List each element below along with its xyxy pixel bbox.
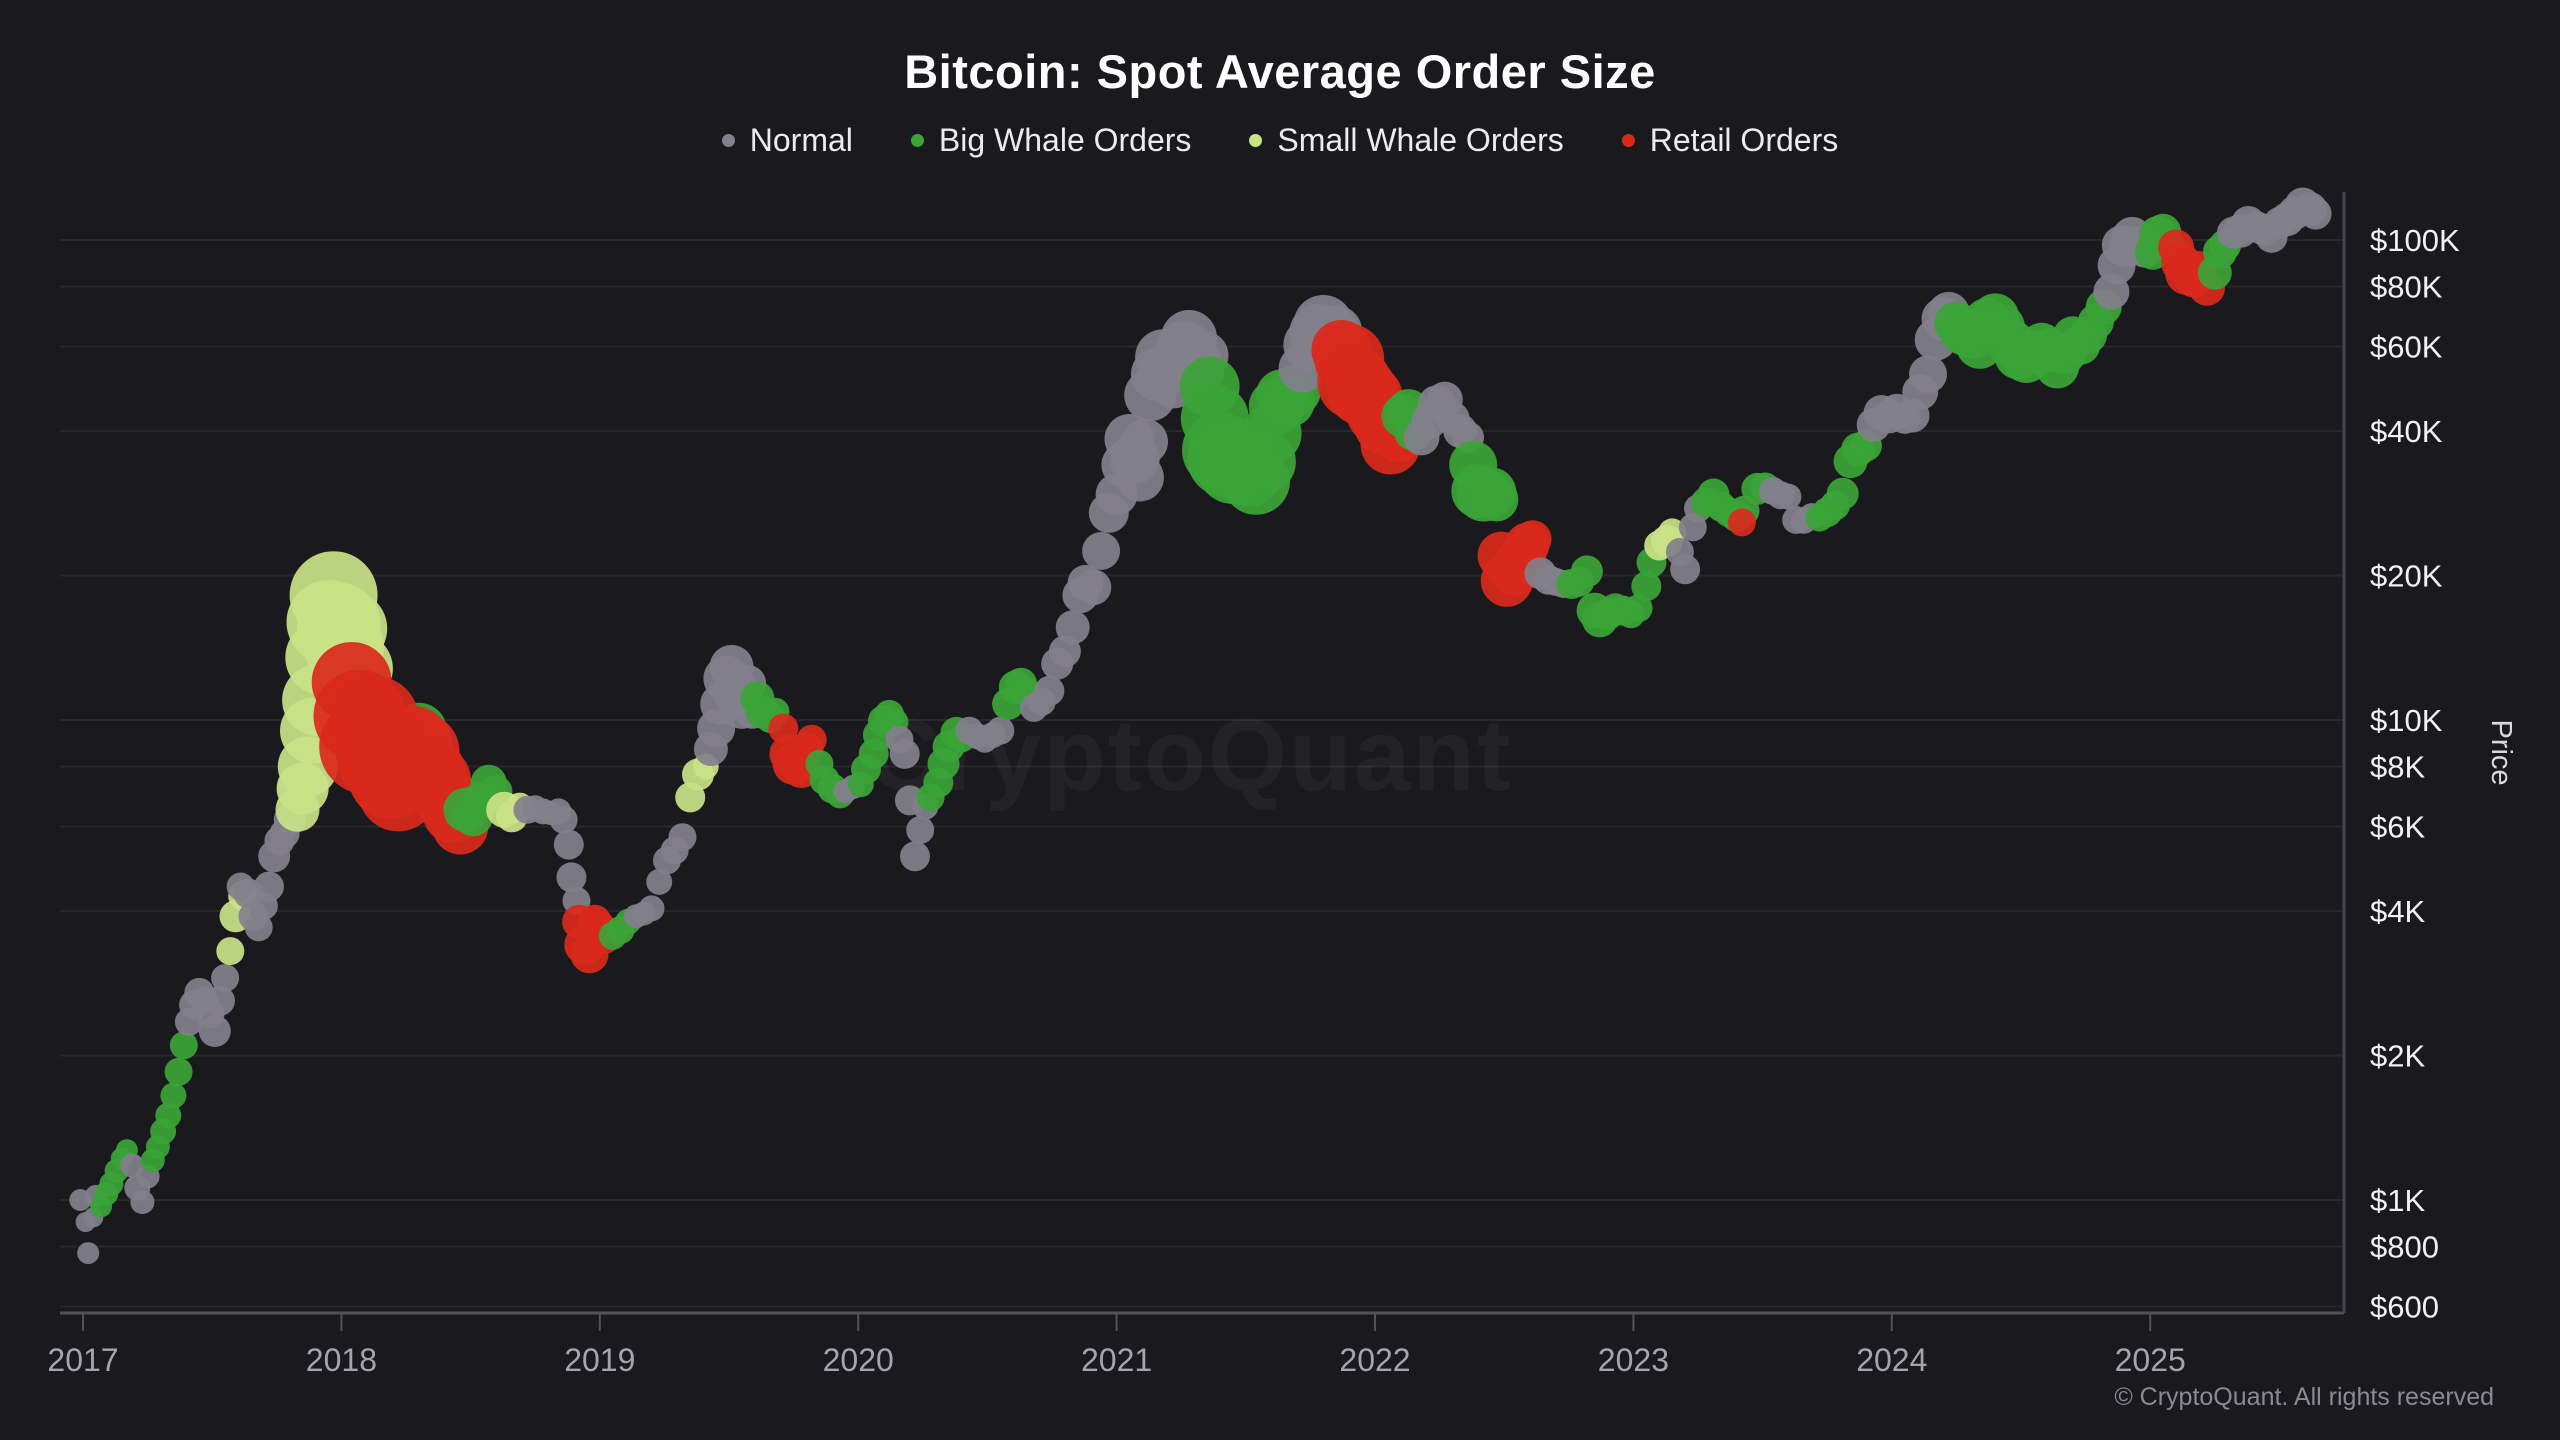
bubble-b[interactable] — [155, 1102, 182, 1129]
bubble-b[interactable] — [169, 1031, 198, 1060]
watermark: CryptoQuant — [867, 698, 1512, 812]
legend-label: Normal — [749, 122, 853, 158]
y-tick-label: $40K — [2370, 414, 2443, 449]
y-axis-title: Price — [2485, 719, 2517, 785]
bubble-n[interactable] — [1775, 483, 1802, 510]
bubble-n[interactable] — [254, 871, 284, 902]
bubble-n[interactable] — [553, 829, 584, 860]
small-whale-dot-icon — [1249, 134, 1263, 147]
bubble-n[interactable] — [986, 716, 1015, 745]
bubble-n[interactable] — [2299, 197, 2332, 230]
chart-title: Bitcoin: Spot Average Order Size — [904, 45, 1656, 98]
bubble-n[interactable] — [1082, 532, 1121, 570]
x-tick-label: 2025 — [2115, 1342, 2186, 1378]
bubble-n[interactable] — [1122, 418, 1168, 465]
bubble-n[interactable] — [130, 1190, 155, 1215]
y-tick-label: $6K — [2370, 809, 2425, 844]
bubble-n[interactable] — [205, 985, 235, 1016]
x-tick-label: 2020 — [823, 1342, 894, 1378]
bubble-n[interactable] — [244, 913, 273, 942]
x-tick-label: 2023 — [1598, 1342, 1669, 1378]
x-tick-label: 2017 — [47, 1342, 118, 1378]
bubble-s[interactable] — [216, 937, 245, 966]
bubble-b[interactable] — [1631, 571, 1662, 602]
y-tick-label: $80K — [2370, 270, 2443, 305]
bubble-n[interactable] — [549, 805, 578, 834]
bubble-b[interactable] — [1624, 594, 1653, 623]
y-tick-label: $20K — [2370, 559, 2443, 594]
bubble-n[interactable] — [900, 841, 930, 872]
bubble-n[interactable] — [638, 895, 665, 922]
bubble-r[interactable] — [796, 724, 827, 755]
legend-item-big-whale[interactable]: Big Whale Orders — [910, 122, 1192, 159]
big-whale-dot-icon — [910, 134, 924, 147]
bubble-b[interactable] — [1474, 477, 1519, 522]
x-tick-label: 2018 — [306, 1342, 377, 1378]
bubble-n[interactable] — [906, 816, 935, 844]
bubble-n[interactable] — [77, 1242, 100, 1265]
bubble-r[interactable] — [1727, 508, 1756, 537]
bubble-b[interactable] — [160, 1082, 187, 1109]
y-tick-label: $4K — [2370, 894, 2425, 929]
legend-item-small-whale[interactable]: Small Whale Orders — [1249, 122, 1564, 159]
bubble-n[interactable] — [1909, 355, 1947, 394]
x-tick-label: 2024 — [1856, 1342, 1927, 1378]
legend-item-normal[interactable]: Normal — [721, 122, 853, 159]
x-tick-label: 2022 — [1339, 1342, 1410, 1378]
bubble-n[interactable] — [668, 823, 697, 852]
copyright-notice: © CryptoQuant. All rights reserved — [2114, 1383, 2494, 1411]
x-tick-label: 2021 — [1081, 1342, 1152, 1378]
normal-dot-icon — [721, 134, 735, 147]
bubble-n[interactable] — [211, 964, 240, 992]
bubble-n[interactable] — [646, 868, 673, 895]
bubble-r[interactable] — [1513, 520, 1552, 559]
y-tick-label: $800 — [2370, 1230, 2439, 1265]
legend-label: Big Whale Orders — [938, 122, 1192, 158]
y-tick-label: $10K — [2370, 703, 2443, 738]
bubble-b[interactable] — [1826, 477, 1859, 510]
legend-label: Small Whale Orders — [1277, 122, 1564, 158]
y-tick-label: $60K — [2370, 329, 2443, 364]
y-tick-label: $600 — [2370, 1289, 2439, 1324]
bubble-n[interactable] — [1055, 610, 1090, 645]
y-tick-label: $8K — [2370, 750, 2425, 785]
y-tick-label: $100K — [2370, 223, 2460, 258]
bubble-n[interactable] — [1115, 453, 1164, 502]
y-tick-label: $2K — [2370, 1039, 2425, 1074]
retail-dot-icon — [1621, 134, 1635, 147]
bubble-n[interactable] — [1034, 675, 1065, 706]
bubble-n[interactable] — [198, 1015, 231, 1047]
legend: Normal Big Whale Orders Small Whale Orders… — [0, 122, 2560, 159]
y-tick-label: $1K — [2370, 1183, 2425, 1218]
bubble-b[interactable] — [1570, 555, 1603, 588]
bubble-n[interactable] — [1670, 554, 1701, 585]
legend-item-retail[interactable]: Retail Orders — [1621, 122, 1839, 159]
bubble-n[interactable] — [556, 862, 587, 893]
bubble-b[interactable] — [164, 1057, 193, 1086]
legend-label: Retail Orders — [1649, 122, 1839, 158]
bubble-n[interactable] — [1075, 569, 1112, 606]
x-tick-label: 2019 — [564, 1342, 635, 1378]
bubble-n[interactable] — [889, 738, 920, 769]
